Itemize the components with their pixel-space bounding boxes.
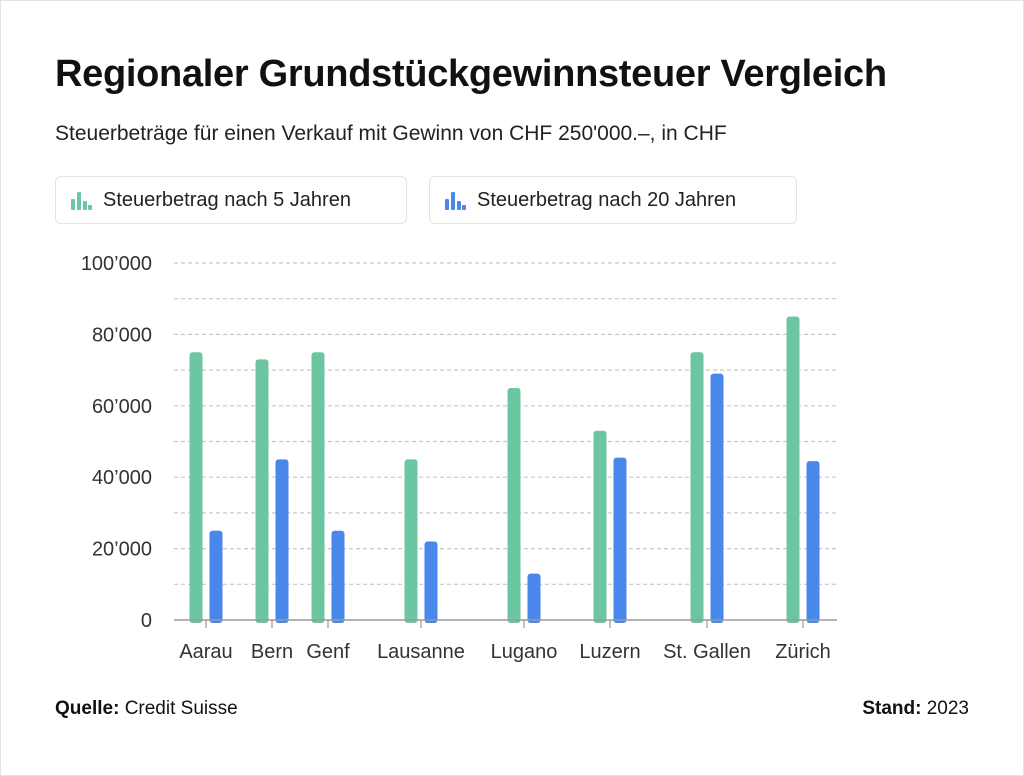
y-tick-label: 80’000 [92,324,152,346]
bar-5-jahre [255,359,269,623]
y-tick-label: 40’000 [92,467,152,489]
legend-label: Steuerbetrag nach 20 Jahren [477,188,737,211]
bar-5-jahre [311,352,325,623]
bar-20-jahre [613,457,627,623]
bar-5-jahre [786,316,800,623]
legend-item-5-jahre[interactable]: Steuerbetrag nach 5 Jahren [55,176,407,224]
x-tick-label: Lausanne [377,641,465,663]
bar-5-jahre [189,352,203,623]
source-note: Quelle: Credit Suisse [55,698,238,720]
bar-20-jahre [806,461,820,623]
source-label: Quelle: [55,698,120,719]
y-tick-label: 60’000 [92,396,152,418]
x-tick-label: Luzern [579,641,640,663]
bar-5-jahre [593,430,607,623]
x-tick-label: Genf [306,641,350,663]
bar-20-jahre [527,573,541,623]
bar-5-jahre [507,387,521,623]
y-tick-label: 20’000 [92,539,152,561]
x-tick-label: St. Gallen [663,641,751,663]
date-label: Stand: [862,698,922,719]
legend-item-20-jahre[interactable]: Steuerbetrag nach 20 Jahren [429,176,797,224]
bar-5-jahre [404,459,418,623]
chart-subtitle: Steuerbeträge für einen Verkauf mit Gewi… [55,122,727,145]
x-tick-label: Bern [251,641,293,663]
y-tick-label: 100’000 [81,253,152,275]
bar-20-jahre [275,459,289,623]
bar-chart: 0 20’000 40’000 60’000 80’000 100’000 Aarau Ber… [81,253,837,663]
bar-20-jahre [424,541,438,623]
date-value: 2023 [926,698,969,719]
x-tick-label: Lugano [491,641,558,663]
y-tick-label: 0 [141,610,152,632]
bar-chart-icon [445,192,466,210]
legend-label: Steuerbetrag nach 5 Jahren [103,188,351,211]
date-note: Stand: 2023 [862,698,969,720]
bar-5-jahre [690,352,704,623]
bar-20-jahre [710,373,724,623]
bar-20-jahre [331,530,345,623]
source-value: Credit Suisse [124,698,238,719]
x-tick-label: Aarau [179,641,232,663]
chart-title: Regionaler Grundstückgewinnsteuer Vergle… [55,53,887,95]
x-tick-label: Zürich [775,641,831,663]
bar-20-jahre [209,530,223,623]
bar-chart-icon [71,192,92,210]
